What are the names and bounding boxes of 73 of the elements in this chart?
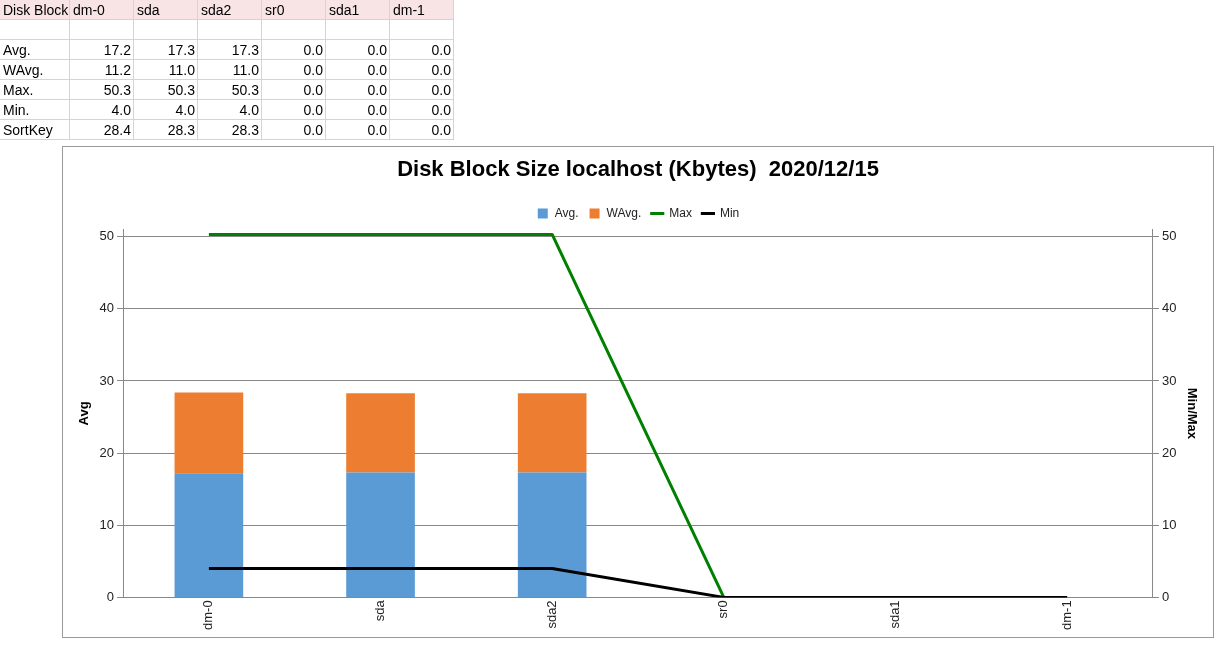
text: 0.0 [430, 41, 452, 60]
text: dm-1 [392, 1, 426, 20]
text: 17.3 [230, 41, 260, 60]
text: 0.0 [366, 101, 388, 120]
text: dm-0 [72, 1, 106, 20]
legend-label: Avg. [554, 205, 579, 220]
y-tick-label: 30 [99, 372, 115, 388]
text: 0.0 [302, 101, 324, 120]
text: 0.0 [430, 61, 452, 80]
text: 50.3 [230, 81, 260, 100]
text: 4.0 [110, 101, 132, 120]
y2-tick-label: 10 [1161, 516, 1177, 532]
y-tick-label: 40 [99, 300, 115, 316]
y-tick-label: 10 [99, 516, 115, 532]
text: 17.3 [166, 41, 196, 60]
y2-tick-label: 30 [1161, 372, 1177, 388]
x-tick-label: sda1 [887, 600, 903, 629]
text: 28.3 [230, 121, 260, 140]
text: 0.0 [430, 81, 452, 100]
text: 0.0 [366, 41, 388, 60]
text: 0.0 [430, 121, 452, 140]
x-tick-label: dm-1 [1058, 600, 1074, 631]
bar [517, 472, 587, 597]
y2-tick-label: 0 [1161, 588, 1170, 604]
text: 11.0 [231, 61, 260, 80]
y2-tick-label: 20 [1161, 444, 1177, 460]
text: 0.0 [302, 41, 324, 60]
bar [517, 393, 587, 473]
y2-axis-title: Min/Max [1184, 387, 1200, 440]
legend-label: Min [719, 205, 740, 220]
text: WAvg. [2, 61, 45, 80]
y2-tick-label: 50 [1161, 228, 1177, 244]
text: 0.0 [366, 61, 388, 80]
text: 28.4 [102, 121, 132, 140]
text: sr0 [264, 1, 286, 20]
text: 0.0 [366, 81, 388, 100]
bar [346, 393, 415, 473]
text: Min. [2, 101, 31, 120]
chart-title: Disk Block Size localhost (Kbytes) 2020/12/15 [397, 156, 879, 182]
y2-tick-label: 40 [1161, 300, 1177, 316]
text: 50.3 [102, 81, 132, 100]
text: 0.0 [302, 61, 324, 80]
y-tick-label: 0 [106, 588, 115, 604]
bar [174, 473, 244, 597]
y-tick-label: 50 [99, 228, 115, 244]
x-tick-label: sda2 [543, 600, 559, 629]
text: 11.2 [103, 61, 132, 80]
text: 28.3 [166, 121, 196, 140]
text: sda [136, 1, 161, 20]
text: 4.0 [174, 101, 196, 120]
legend-label: Max [669, 205, 692, 220]
text: Avg. [2, 41, 32, 60]
y-axis-title: Avg [76, 401, 92, 426]
text: 0.0 [430, 101, 452, 120]
text: 17.2 [102, 41, 132, 60]
text: 0.0 [302, 121, 324, 140]
y-tick-label: 20 [99, 444, 115, 460]
bar [346, 472, 415, 597]
legend-label: WAvg. [606, 205, 642, 220]
text: 0.0 [366, 121, 388, 140]
text: 0.0 [302, 81, 324, 100]
text: 50.3 [166, 81, 196, 100]
text: sda2 [200, 1, 233, 20]
text: Max. [2, 81, 35, 100]
text: Disk Block [2, 1, 70, 20]
text: 4.0 [238, 101, 260, 120]
text: sda1 [328, 1, 361, 20]
text: SortKey [2, 121, 54, 140]
x-tick-label: sr0 [715, 600, 731, 619]
text: 11.0 [167, 61, 196, 80]
bar [174, 392, 244, 474]
x-tick-label: sda [372, 599, 388, 622]
x-tick-label: dm-0 [200, 600, 216, 631]
